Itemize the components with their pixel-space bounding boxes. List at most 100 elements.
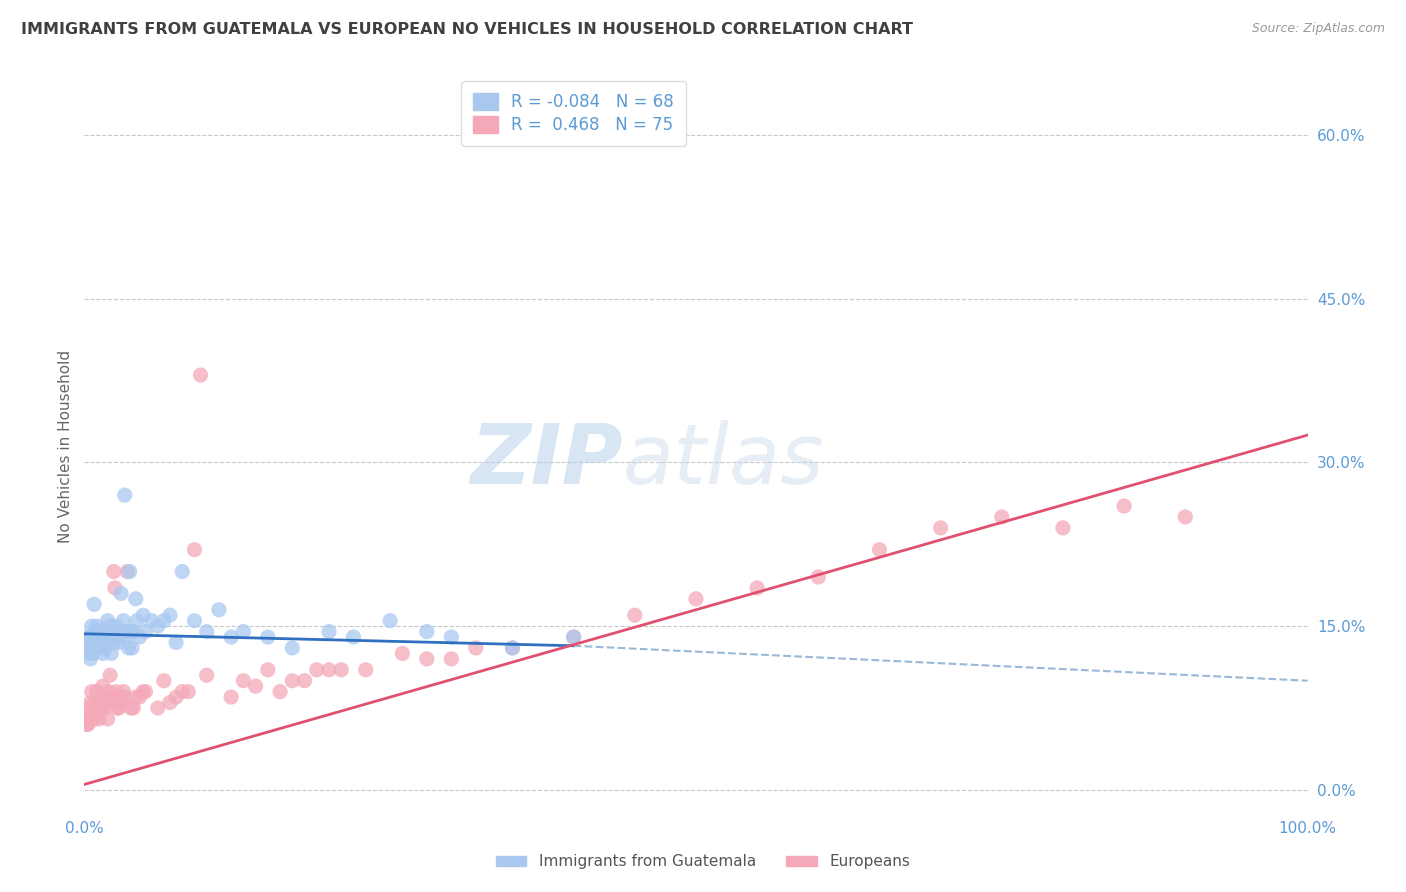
Point: [416, 624, 439, 639]
Point: [440, 652, 463, 666]
Point: [101, 624, 124, 639]
Point: [97, 712, 120, 726]
Point: [77, 717, 100, 731]
Point: [101, 690, 124, 704]
Point: [146, 619, 169, 633]
Point: [80, 684, 103, 698]
Point: [869, 542, 891, 557]
Point: [281, 640, 304, 655]
Point: [114, 488, 136, 502]
Point: [94, 640, 117, 655]
Point: [89, 624, 111, 639]
Point: [624, 608, 647, 623]
Point: [93, 630, 115, 644]
Point: [1114, 499, 1136, 513]
Point: [84, 624, 107, 639]
Point: [380, 614, 402, 628]
Point: [97, 614, 120, 628]
Point: [100, 647, 122, 661]
Point: [232, 624, 254, 639]
Point: [183, 542, 205, 557]
Point: [269, 684, 291, 698]
Point: [77, 640, 100, 655]
Point: [83, 597, 105, 611]
Point: [115, 624, 138, 639]
Point: [120, 624, 142, 639]
Point: [83, 712, 105, 726]
Point: [120, 701, 142, 715]
Point: [125, 614, 148, 628]
Point: [77, 647, 100, 661]
Point: [747, 581, 769, 595]
Point: [82, 647, 104, 661]
Point: [132, 608, 155, 623]
Point: [294, 673, 316, 688]
Point: [318, 663, 340, 677]
Point: [257, 630, 280, 644]
Point: [108, 624, 131, 639]
Point: [172, 565, 194, 579]
Point: [929, 521, 952, 535]
Point: [195, 624, 218, 639]
Point: [80, 635, 103, 649]
Point: [502, 640, 524, 655]
Point: [86, 635, 108, 649]
Point: [502, 640, 524, 655]
Point: [195, 668, 218, 682]
Point: [105, 684, 128, 698]
Point: [125, 591, 148, 606]
Point: [177, 684, 200, 698]
Point: [991, 510, 1014, 524]
Point: [86, 684, 108, 698]
Text: atlas: atlas: [623, 420, 824, 501]
Point: [305, 663, 328, 677]
Point: [112, 684, 135, 698]
Point: [111, 624, 134, 639]
Point: [132, 684, 155, 698]
Point: [93, 690, 115, 704]
Point: [391, 647, 413, 661]
Point: [159, 696, 181, 710]
Point: [86, 619, 108, 633]
Point: [105, 701, 128, 715]
Point: [128, 690, 150, 704]
Point: [115, 630, 138, 644]
Point: [121, 640, 143, 655]
Point: [98, 668, 121, 682]
Point: [75, 635, 97, 649]
Point: [128, 630, 150, 644]
Point: [105, 619, 128, 633]
Point: [87, 630, 110, 644]
Point: [257, 663, 280, 677]
Point: [232, 673, 254, 688]
Point: [562, 630, 585, 644]
Point: [79, 696, 101, 710]
Point: [91, 647, 114, 661]
Point: [114, 690, 136, 704]
Point: [89, 696, 111, 710]
Point: [245, 679, 267, 693]
Point: [112, 614, 135, 628]
Point: [105, 630, 128, 644]
Text: Source: ZipAtlas.com: Source: ZipAtlas.com: [1251, 22, 1385, 36]
Point: [118, 565, 141, 579]
Point: [153, 673, 176, 688]
Point: [76, 717, 98, 731]
Point: [1174, 510, 1197, 524]
Point: [416, 652, 439, 666]
Text: ZIP: ZIP: [470, 420, 623, 501]
Point: [122, 624, 145, 639]
Point: [103, 635, 125, 649]
Point: [100, 690, 122, 704]
Point: [87, 640, 110, 655]
Point: [135, 624, 157, 639]
Point: [125, 690, 148, 704]
Point: [80, 619, 103, 633]
Point: [135, 684, 157, 698]
Point: [76, 630, 98, 644]
Point: [159, 608, 181, 623]
Point: [90, 635, 112, 649]
Point: [107, 635, 129, 649]
Point: [219, 630, 242, 644]
Legend: R = -0.084   N = 68, R =  0.468   N = 75: R = -0.084 N = 68, R = 0.468 N = 75: [461, 81, 686, 146]
